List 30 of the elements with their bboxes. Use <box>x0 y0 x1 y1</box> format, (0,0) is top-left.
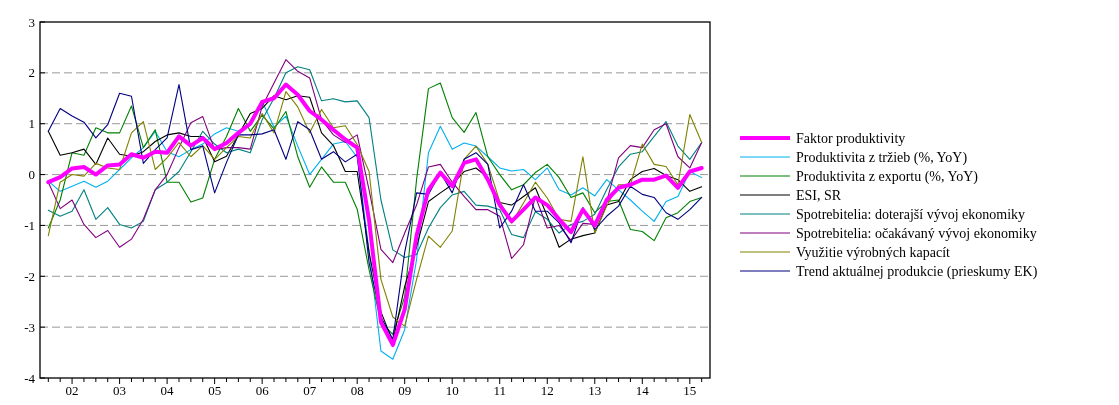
legend-label: Produktivita z tržieb (%, YoY) <box>796 149 968 166</box>
legend-label: Využitie výrobných kapacít <box>796 244 951 260</box>
x-tick-label: 11 <box>493 383 506 398</box>
x-tick-label: 12 <box>540 383 554 398</box>
x-tick-label: 03 <box>113 383 127 398</box>
y-tick-label: -2 <box>24 268 35 284</box>
x-tick-label: 04 <box>160 383 175 398</box>
y-tick-label: 2 <box>28 65 35 81</box>
legend-label: Spotrebitelia: doterajší vývoj ekonomiky <box>796 206 1026 222</box>
y-tick-label: 0 <box>28 167 35 183</box>
x-tick-label: 07 <box>303 383 317 398</box>
y-tick-label: 3 <box>28 14 35 30</box>
y-tick-label: -4 <box>24 370 36 386</box>
legend-label: Trend aktuálnej produkcie (prieskumy EK) <box>796 263 1038 280</box>
x-tick-label: 08 <box>350 383 364 398</box>
x-tick-label: 13 <box>588 383 602 398</box>
x-tick-label: 05 <box>208 383 222 398</box>
y-tick-label: -1 <box>24 217 35 233</box>
legend-label: Produktivita z exportu (%, YoY) <box>796 168 979 185</box>
x-tick-label: 02 <box>65 383 79 398</box>
legend-label: ESI, SR <box>796 187 842 203</box>
x-tick-label: 14 <box>635 383 650 398</box>
x-tick-label: 10 <box>445 383 459 398</box>
y-tick-label: -3 <box>24 319 35 335</box>
x-tick-label: 09 <box>398 383 412 398</box>
legend-label: Faktor produktivity <box>796 130 906 146</box>
y-tick-label: 1 <box>28 116 35 132</box>
x-tick-label: 06 <box>255 383 270 398</box>
x-tick-label: 15 <box>683 383 697 398</box>
legend-label: Spotrebitelia: očakávaný vývoj ekonomiky <box>796 225 1037 241</box>
